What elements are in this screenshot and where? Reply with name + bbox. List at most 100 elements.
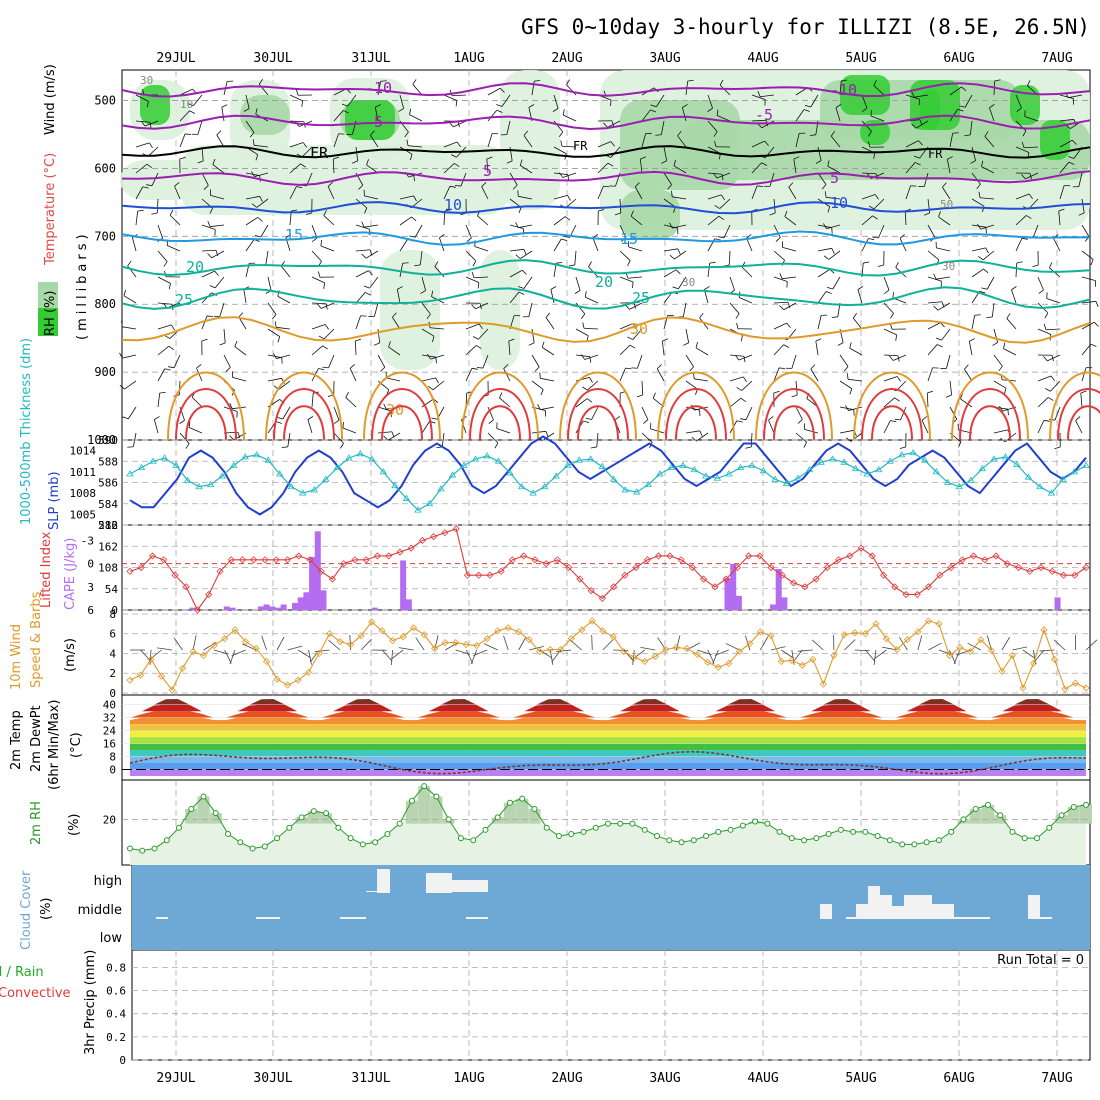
li-point [1082,563,1090,572]
rh-region-light [500,70,560,210]
wind-barb [475,302,489,310]
wind-barb-feather [709,261,716,264]
wind-barb-feather [581,354,586,360]
chart-title: GFS 0~10day 3-hourly for ILLIZI (8.5E, 2… [521,15,1090,39]
wind-barb-feather [899,446,906,449]
wind-barb-feather [1011,286,1017,291]
wind-barb [629,302,643,310]
rh2m-unit-label: (%) [67,814,82,837]
wind-barb [540,377,555,382]
li-point [407,544,415,552]
li-point [306,556,314,564]
wind-barb [1050,380,1061,392]
wind-speed-point [914,628,922,636]
boundary-layer-contour [469,388,531,441]
wind-barb-10m [360,638,372,651]
temp-tick-label: 16 [103,738,116,751]
li-point [666,552,674,560]
thickness-tick-label: 582 [98,519,118,532]
wind-barb-feather [721,174,724,181]
cape-tick-label: 162 [98,540,118,553]
wind-barb [719,84,731,96]
wind-barb-10m [224,649,232,664]
wind-barb-feather [872,236,879,239]
li-tick-label: 3 [87,581,94,594]
wind-barb [465,368,473,382]
wind-barb-feather [740,418,747,421]
thickness-point [391,481,399,489]
wind-barb-10m [1001,636,1011,651]
wind-barb-feather [234,340,238,347]
wind-barb-feather [937,344,943,348]
wind-barb [971,172,981,185]
wind-barb [817,172,827,185]
wind-speed-point [809,655,817,663]
wind-barb-10m [854,649,870,652]
wind-barb [1059,139,1073,148]
wind-barb-10m [381,649,393,662]
wind-barb-feather [779,305,785,311]
wind-barb [750,432,753,448]
wind-barb-feather [873,152,876,159]
wind-barb-feather [317,303,322,309]
wind-barb-feather [788,182,794,188]
li-point [576,575,584,583]
wind-barb [223,328,226,343]
rh-region-high [345,100,395,140]
wind-barb [878,224,885,239]
wind-barb [663,248,678,252]
wind-barb-feather [942,182,947,188]
wind-barb [835,107,841,122]
contour-minus5-label: -5 [755,106,773,124]
wind-barb-feather [764,140,769,146]
wind-barb [971,247,986,252]
wind-barb [745,406,753,420]
rh2m-point [972,806,979,813]
wind-barb [1015,193,1030,200]
wind-barb [369,276,379,289]
wind-barb [597,185,604,200]
wind-barb [892,354,907,361]
wind-barb [827,165,841,174]
wind-barb [575,398,588,408]
wind-barb-feather [409,235,416,238]
li-point [711,583,719,591]
wind-speed-point [599,627,607,635]
wind-barb [408,145,423,148]
rh2m-point [506,799,513,806]
wind-barb-10m [483,643,498,651]
wind-barb-feather [478,323,483,330]
wind-barb-feather [229,435,235,441]
wind-barb [905,185,911,200]
wind-speed-point [788,656,796,664]
li-point [812,575,820,583]
wind-barb-feather [918,140,923,146]
wind-barb [677,135,687,148]
wind-barb [960,398,973,408]
wind-barb-feather [784,210,788,217]
cloud-block [904,895,932,919]
boundary-layer-contour [675,405,717,441]
wind-barb [1046,298,1061,304]
wind-barb [883,397,895,408]
slp-tick-label: 1005 [70,508,97,521]
rh2m-point [347,835,354,842]
wind-barb-feather [409,108,412,115]
wind-barb [1047,354,1061,362]
rh2m-point [899,841,906,848]
wind-barb [804,428,819,434]
boundary-layer-contour [969,405,1011,441]
wind-barb-feather [868,238,875,241]
pressure-tick-label: 900 [94,365,116,379]
wind-barb [1081,343,1092,356]
wind-barb [520,250,533,259]
thickness-point [1024,473,1033,480]
date-label-top: 4AUG [747,51,778,66]
rh2m-point [200,793,207,800]
wind-barb-feather [662,338,668,342]
wind-barb-feather [947,156,953,160]
wind-barb [848,378,863,382]
wind-barb [128,406,137,419]
contour-plus20-label: 20 [595,273,613,291]
wind-barb [696,432,709,442]
